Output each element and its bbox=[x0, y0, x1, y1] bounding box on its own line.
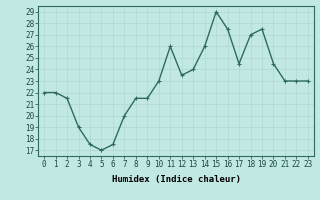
X-axis label: Humidex (Indice chaleur): Humidex (Indice chaleur) bbox=[111, 175, 241, 184]
